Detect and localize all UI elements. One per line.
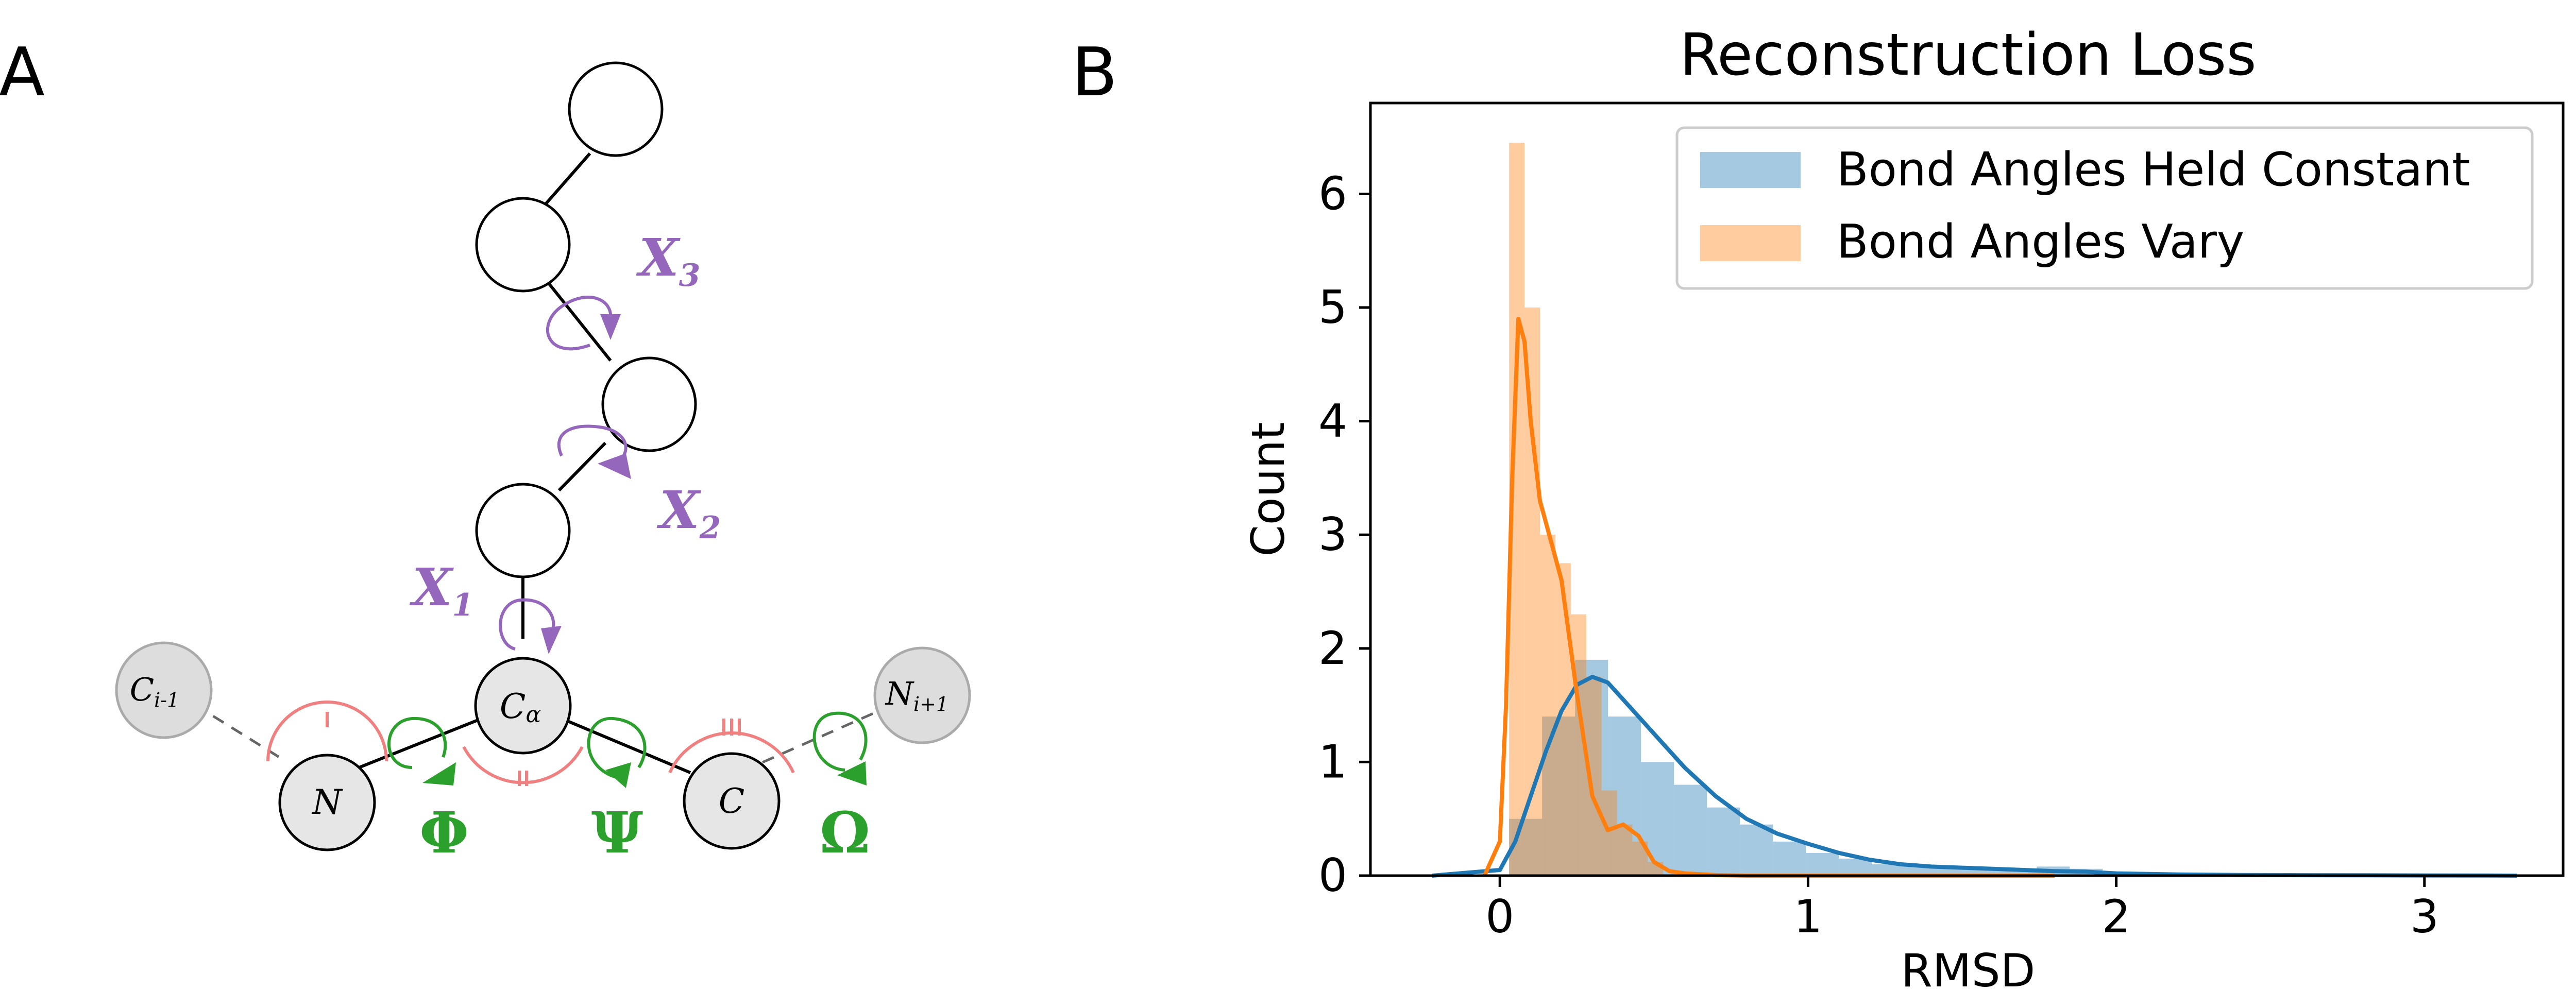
legend: Bond Angles Held Constant Bond Angles Va… xyxy=(1675,126,2534,290)
hist-bar-held-constant xyxy=(1509,818,1543,876)
atom-n: N xyxy=(278,754,376,851)
legend-label-held-constant: Bond Angles Held Constant xyxy=(1837,143,2470,197)
atom-c-prev-label: Ci-1 xyxy=(130,671,180,711)
hist-bar-held-constant xyxy=(1839,858,1872,876)
sidechain-bonds xyxy=(521,152,612,639)
chi1-label: X1 xyxy=(409,557,473,623)
hist-bar-held-constant xyxy=(1608,716,1641,876)
y-tick-label: 4 xyxy=(1318,395,1347,448)
psi-label: Ψ xyxy=(591,799,643,866)
bond-n-calpha xyxy=(355,717,483,770)
chi3-arrow xyxy=(546,296,613,351)
panel-a-protein-diagram: A xyxy=(0,33,971,866)
atom-n-next-circle xyxy=(873,646,971,744)
y-tick-label: 1 xyxy=(1318,735,1347,788)
atom-c-label: C xyxy=(719,781,745,821)
y-tick-label: 2 xyxy=(1318,622,1347,675)
sidechain-atom-1 xyxy=(475,483,571,578)
atom-c-prev: Ci-1 xyxy=(115,641,213,739)
bond-angle-arcs xyxy=(266,701,795,786)
plot-area: 0 1 2 3 0 1 2 3 4 5 6 xyxy=(1318,101,2565,943)
hist-bar-held-constant xyxy=(1806,852,1839,876)
hist-bar-held-constant xyxy=(2004,871,2037,876)
chi2-arrow xyxy=(557,424,628,468)
hist-bar-vary xyxy=(1540,535,1555,876)
hist-bar-held-constant xyxy=(1872,864,1905,876)
panel-a-label: A xyxy=(0,33,45,111)
atom-n-next-label: Ni+1 xyxy=(885,675,948,715)
atom-n-circle xyxy=(278,754,376,851)
psi-arrow xyxy=(587,716,647,779)
bond-calpha-c xyxy=(561,717,691,774)
bond-sidechain3-sidechain4 xyxy=(545,152,591,204)
legend-label-vary: Bond Angles Vary xyxy=(1837,215,2244,269)
sidechain-atom-3 xyxy=(475,197,571,293)
backbone-bonds xyxy=(355,717,691,774)
hist-bar-vary xyxy=(1601,790,1617,876)
atom-calpha-circle xyxy=(474,657,572,755)
omega-arrowhead xyxy=(837,761,867,786)
atom-c-prev-circle xyxy=(115,641,213,739)
chart-title: Reconstruction Loss xyxy=(1680,22,2256,89)
bond-sidechain2-sidechain3 xyxy=(547,282,612,362)
sidechain-atoms xyxy=(475,61,697,578)
phi-arrowhead xyxy=(422,762,456,786)
x-tick-label: 3 xyxy=(2410,890,2439,943)
legend-swatch-held-constant xyxy=(1700,152,1801,188)
hist-bar-held-constant xyxy=(1674,784,1707,876)
sidechain-atom-4 xyxy=(568,61,664,157)
phi-arrow xyxy=(387,716,447,769)
hist-bar-held-constant xyxy=(1575,659,1608,876)
omega-arrow xyxy=(812,711,868,772)
panel-b-label: B xyxy=(1072,33,1117,111)
axes-frame xyxy=(1369,101,2565,877)
atom-calpha: Cα xyxy=(474,657,572,755)
atom-c: C xyxy=(683,752,781,850)
sidechain-atom-2 xyxy=(601,356,697,452)
hist-bar-held-constant xyxy=(1740,824,1773,876)
chi1-arrow xyxy=(499,598,555,651)
chi2-label: X2 xyxy=(656,480,721,546)
x-tick-label: 1 xyxy=(1793,890,1822,943)
y-tick-label: 3 xyxy=(1318,508,1347,561)
y-axis-label: Count xyxy=(1242,422,1295,556)
psi-arrowhead xyxy=(605,762,631,788)
chi3-label: X3 xyxy=(636,227,700,294)
y-tick-label: 5 xyxy=(1318,281,1347,334)
chi2-arrowhead xyxy=(598,453,631,479)
sidechain-torsion-labels: X1 X2 X3 xyxy=(409,227,721,623)
atom-n-label: N xyxy=(311,782,343,822)
chi3-arrowhead xyxy=(600,314,621,340)
hist-bar-vary xyxy=(1617,824,1633,876)
hist-bar-held-constant xyxy=(1905,866,1938,876)
hist-bar-held-constant xyxy=(1707,807,1740,876)
hist-bar-held-constant xyxy=(1971,869,2004,876)
phi-label: Φ xyxy=(419,799,469,866)
omega-label: Ω xyxy=(820,799,870,866)
atom-calpha-label: Cα xyxy=(500,687,541,728)
chi1-arrowhead xyxy=(541,626,562,654)
backbone-torsion-labels: Φ Ψ Ω xyxy=(419,799,870,866)
y-tick-label: 6 xyxy=(1318,167,1347,220)
backbone-torsion-arrowheads xyxy=(422,761,867,788)
bond-angle-arc-n xyxy=(266,701,388,762)
sidechain-torsion-arrows xyxy=(499,296,628,651)
hist-bar-held-constant xyxy=(1641,762,1674,876)
atom-c-circle xyxy=(683,752,781,850)
bond-angle-arc-calpha xyxy=(462,746,584,784)
x-tick-label: 2 xyxy=(2102,890,2131,943)
y-tick-label: 0 xyxy=(1318,849,1347,902)
atom-n-next: Ni+1 xyxy=(873,646,971,744)
bond-sidechain1-sidechain2 xyxy=(557,441,607,492)
legend-swatch-vary xyxy=(1700,225,1801,261)
panel-b-chart: B Reconstruction Loss 0 1 2 3 0 1 2 3 4 5 6 RMSD C… xyxy=(1072,22,2565,990)
legend-box xyxy=(1675,126,2534,290)
backbone-torsion-arrows xyxy=(387,711,868,779)
sidechain-torsion-arrowheads xyxy=(541,314,631,654)
x-axis-label: RMSD xyxy=(1901,944,2036,990)
x-tick-label: 0 xyxy=(1485,890,1514,943)
hist-bar-held-constant xyxy=(1773,841,1806,876)
